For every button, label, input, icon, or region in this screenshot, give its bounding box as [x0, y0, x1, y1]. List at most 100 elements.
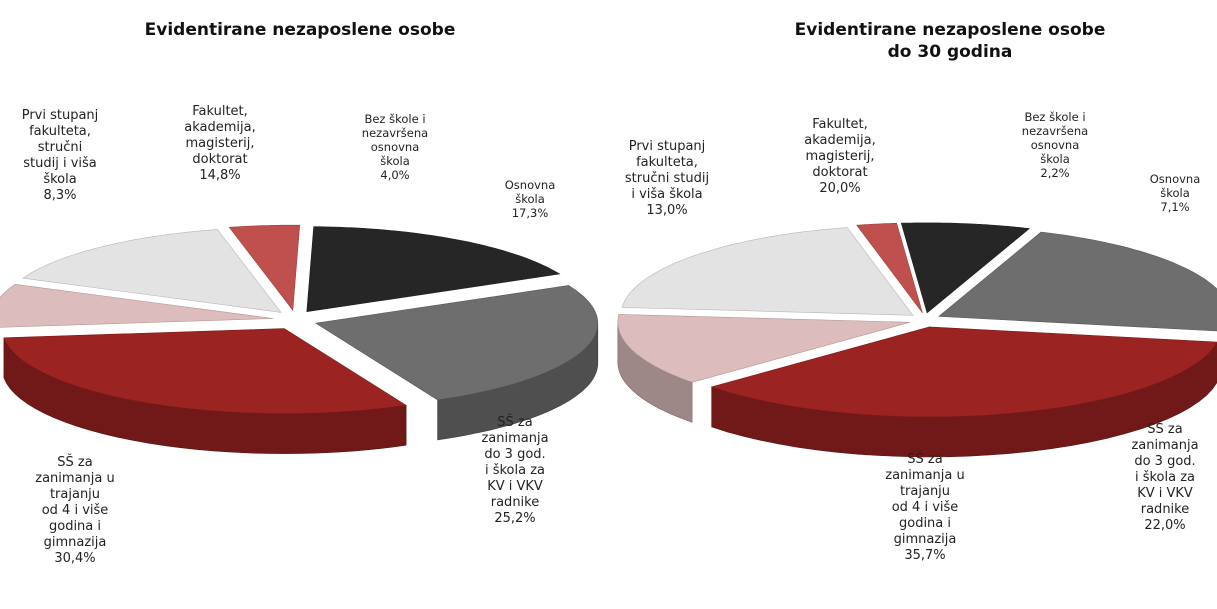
pie-2-slice-2-top: [900, 222, 1031, 314]
pie-2-slice-6: [621, 227, 914, 316]
pie-2-label-4-line: SŠ za: [907, 452, 943, 467]
pie-1-slice-2-top: [306, 226, 561, 313]
pie-2-label-5-line: Prvi stupanj: [628, 139, 706, 154]
pie-1-label-5-line: stručni: [37, 140, 83, 155]
pie-1-slice-1-top: [228, 224, 301, 312]
pie-2-label-2-line: 7,1%: [1160, 200, 1190, 214]
pie-1-label-6: Fakultet, akademija, magisterij, doktorat 14…: [160, 104, 280, 184]
pie-2-label-4-line: trajanju: [899, 484, 951, 499]
pie-2-label-4-line: godina i: [898, 516, 952, 531]
pie-2-label-3-line: do 3 god.: [1134, 454, 1196, 469]
pie-1-slice-4-top: [3, 328, 407, 414]
pie-1-label-2-line: škola: [515, 192, 545, 206]
pie-2-slice-1-top: [856, 222, 923, 314]
pie-1-slice-1: [228, 224, 301, 312]
pie-1-label-5-line: fakulteta,: [29, 124, 91, 139]
chart-2-title-line-1: Evidentirane nezaposlene osobe: [794, 20, 1106, 40]
pie-1-label-1-line: Bez škole i: [364, 112, 426, 126]
pie-1-label-3-line: SŠ za: [497, 415, 533, 430]
pie-1-slice-2: [306, 226, 561, 313]
pie-1-slice-4: [3, 328, 407, 454]
chart-2-title: Evidentirane nezaposlene osobe do 30 god…: [730, 19, 1170, 63]
pie-1-label-2: Osnovna škola 17,3%: [470, 178, 590, 220]
pie-2-label-6-line: 20,0%: [819, 181, 861, 196]
pie-1-label-3-line: radnike: [490, 495, 540, 510]
pie-2: [617, 222, 1217, 458]
pie-1-label-3-line: do 3 god.: [484, 447, 546, 462]
pie-2-label-2-line: škola: [1160, 186, 1190, 200]
pie-2-label-3-line: 22,0%: [1144, 518, 1186, 533]
pie-2-label-5-line: fakulteta,: [636, 155, 698, 170]
pie-2-label-4-line: gimnazija: [893, 532, 957, 547]
pie-1-label-4-line: SŠ za: [57, 455, 93, 470]
pie-2-label-1-line: škola: [1040, 152, 1070, 166]
pie-1-label-3-line: KV i VKV: [487, 479, 543, 494]
pie-1-label-1-line: osnovna: [370, 140, 420, 154]
pie-2-label-2-line: Osnovna: [1149, 172, 1201, 186]
pie-1-label-4-line: od 4 i više: [41, 503, 109, 518]
pie-1-label-5-line: škola: [43, 172, 77, 187]
pie-2-label-6-line: akademija,: [804, 133, 876, 148]
pie-1-label-6-line: magisterij,: [185, 136, 255, 151]
pie-1-label-5-line: 8,3%: [43, 188, 77, 203]
pie-1-slice-3-top: [314, 285, 599, 401]
pie-2-slice-4-top: [710, 326, 1217, 418]
pie-2-label-1-line: osnovna: [1030, 138, 1080, 152]
pie-2-label-3-line: i škola za: [1134, 470, 1196, 485]
pie-2-label-6: Fakultet, akademija, magisterij, doktorat 20…: [780, 117, 900, 197]
pie-2-label-5-line: stručni studij: [624, 171, 710, 186]
pie-2-label-6-line: Fakultet,: [812, 117, 868, 132]
pie-1-slice-5-top: [0, 283, 274, 328]
pie-1-label-3-line: zanimanja: [481, 431, 549, 446]
pie-1-label-4-line: gimnazija: [43, 535, 107, 550]
pie-2-label-5-line: i viša škola: [631, 187, 703, 202]
pie-2-label-2: Osnovna škola 7,1%: [1115, 172, 1217, 214]
pie-2-label-3: SŠ za zanimanja do 3 god. i škola za KV i VK…: [1105, 422, 1217, 534]
pie-2-label-4-line: zanimanja u: [885, 468, 965, 483]
pie-2-slice-6-top: [621, 227, 914, 316]
pie-2-slice-5-top: [617, 314, 910, 383]
pie-2-slice-1: [856, 222, 923, 314]
pie-2-label-1-line: Bez škole i: [1024, 110, 1086, 124]
pie-2-label-6-line: magisterij,: [805, 149, 875, 164]
pie-2-label-3-line: zanimanja: [1131, 438, 1199, 453]
pie-2-slice-3: [938, 231, 1217, 332]
pie-1-slice-3: [314, 285, 599, 441]
pie-1-label-5: Prvi stupanj fakulteta, stručni studij i vi…: [0, 108, 120, 204]
pie-1-slice-5: [0, 283, 274, 328]
pie-1-label-3-line: 25,2%: [494, 511, 536, 526]
pie-1-label-1-line: nezavršena: [361, 126, 429, 140]
pie-2-label-4-line: od 4 i više: [891, 500, 959, 515]
pie-2-label-6-line: doktorat: [812, 165, 868, 180]
pie-1-label-2-line: Osnovna: [504, 178, 556, 192]
pie-1-label-4-line: zanimanja u: [35, 471, 115, 486]
pie-1-slice-6: [21, 229, 282, 313]
pie-2-slice-4: [710, 326, 1217, 458]
pie-2-label-3-line: SŠ za: [1147, 422, 1183, 437]
pie-2-label-3-line: KV i VKV: [1137, 486, 1193, 501]
pie-1-label-4: SŠ za zanimanja u trajanju od 4 i više godin…: [15, 455, 135, 567]
pie-1-label-4-line: 30,4%: [54, 551, 96, 566]
pie-2-label-5-line: 13,0%: [646, 203, 688, 218]
pie-1-label-3-line: i škola za: [484, 463, 546, 478]
pie-1-label-1: Bez škole i nezavršena osnovna škola 4,0%: [335, 112, 455, 182]
pie-2-slice-5: [617, 314, 910, 423]
pie-2-slice-3-top: [938, 231, 1217, 332]
pie-1-label-5-line: studij i viša: [23, 156, 97, 171]
pie-1-label-4-line: trajanju: [49, 487, 101, 502]
pie-1-label-5-line: Prvi stupanj: [21, 108, 99, 123]
pie-2-label-1-line: 2,2%: [1040, 166, 1070, 180]
pie-2-label-5: Prvi stupanj fakulteta, stručni studij i vi…: [607, 139, 727, 219]
pie-1-label-2-line: 17,3%: [511, 206, 549, 220]
pie-1-slice-6-top: [21, 229, 282, 313]
pie-2-label-1-line: nezavršena: [1021, 124, 1089, 138]
pie-1-label-3: SŠ za zanimanja do 3 god. i škola za KV i VK…: [455, 415, 575, 527]
chart-2-title-line-2: do 30 godina: [887, 42, 1013, 62]
pie-2-label-4: SŠ za zanimanja u trajanju od 4 i više godin…: [865, 452, 985, 564]
pie-1: [0, 224, 599, 454]
pie-1-label-4-line: godina i: [48, 519, 102, 534]
pie-1-label-6-line: 14,8%: [199, 168, 241, 183]
pie-1-label-6-line: akademija,: [184, 120, 256, 135]
pie-1-label-6-line: doktorat: [192, 152, 248, 167]
